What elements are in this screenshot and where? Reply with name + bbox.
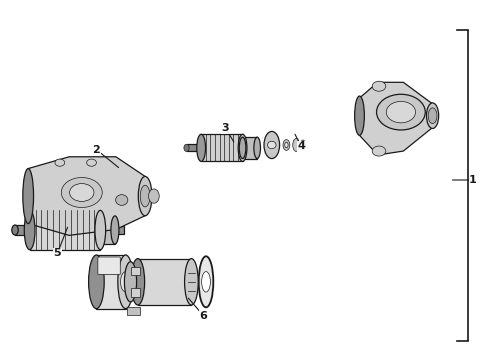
- Circle shape: [372, 81, 386, 91]
- Ellipse shape: [140, 185, 150, 207]
- Ellipse shape: [89, 255, 104, 309]
- Polygon shape: [30, 210, 100, 249]
- Ellipse shape: [239, 137, 246, 158]
- Ellipse shape: [111, 216, 119, 244]
- Ellipse shape: [116, 195, 128, 205]
- Text: 2: 2: [93, 145, 100, 155]
- Ellipse shape: [12, 225, 18, 235]
- Text: 4: 4: [297, 141, 305, 151]
- Polygon shape: [100, 216, 115, 244]
- Polygon shape: [130, 267, 140, 275]
- Ellipse shape: [95, 210, 106, 249]
- Polygon shape: [138, 258, 192, 305]
- Polygon shape: [360, 82, 433, 155]
- Ellipse shape: [202, 271, 210, 292]
- Ellipse shape: [197, 134, 205, 161]
- Polygon shape: [126, 307, 140, 315]
- Text: 1: 1: [469, 175, 477, 185]
- Ellipse shape: [23, 168, 33, 224]
- Text: 6: 6: [199, 311, 208, 321]
- Polygon shape: [130, 288, 140, 297]
- Ellipse shape: [268, 141, 276, 149]
- Ellipse shape: [199, 256, 213, 307]
- Ellipse shape: [118, 255, 133, 309]
- Ellipse shape: [238, 134, 247, 161]
- Ellipse shape: [283, 140, 290, 150]
- Circle shape: [87, 159, 97, 166]
- Ellipse shape: [184, 144, 189, 152]
- Ellipse shape: [264, 131, 280, 158]
- Ellipse shape: [131, 258, 145, 305]
- Text: 3: 3: [221, 123, 229, 133]
- Ellipse shape: [293, 139, 299, 152]
- Ellipse shape: [426, 103, 439, 129]
- Ellipse shape: [428, 108, 437, 123]
- Ellipse shape: [185, 258, 198, 305]
- Ellipse shape: [355, 96, 365, 135]
- Ellipse shape: [285, 142, 288, 148]
- Ellipse shape: [138, 176, 152, 216]
- FancyBboxPatch shape: [98, 257, 120, 274]
- Ellipse shape: [300, 140, 305, 150]
- Ellipse shape: [124, 262, 137, 302]
- Ellipse shape: [24, 210, 35, 249]
- Circle shape: [55, 159, 65, 166]
- Circle shape: [376, 94, 425, 130]
- Ellipse shape: [121, 272, 131, 292]
- Circle shape: [61, 177, 102, 207]
- Ellipse shape: [148, 189, 159, 203]
- Polygon shape: [187, 144, 201, 152]
- Text: 5: 5: [53, 248, 61, 258]
- Circle shape: [70, 184, 94, 202]
- Polygon shape: [201, 134, 243, 161]
- Polygon shape: [28, 157, 145, 235]
- Polygon shape: [243, 137, 257, 158]
- Circle shape: [372, 146, 386, 156]
- Polygon shape: [97, 255, 125, 309]
- Ellipse shape: [254, 137, 261, 158]
- Polygon shape: [15, 225, 30, 235]
- Polygon shape: [115, 226, 123, 234]
- Circle shape: [386, 102, 416, 123]
